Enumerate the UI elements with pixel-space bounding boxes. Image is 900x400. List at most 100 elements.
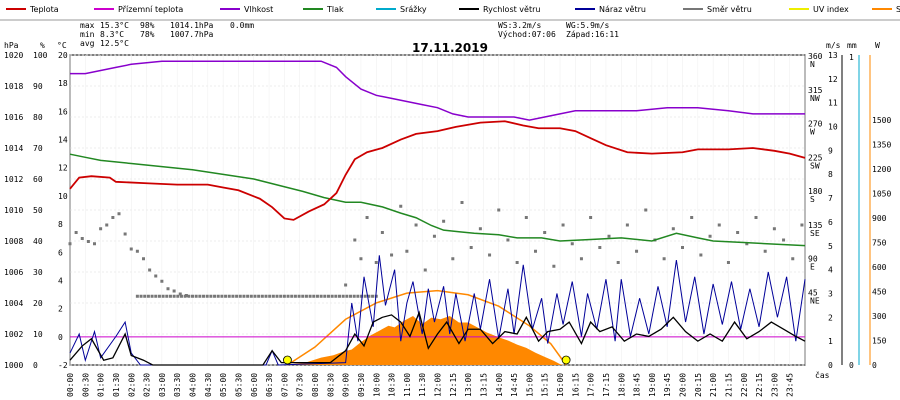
wind-dir-dot-68 xyxy=(772,227,776,231)
wind-dir-dot-63 xyxy=(726,261,730,264)
wind-dir-static-dot-29 xyxy=(242,294,246,298)
tick-x-10: 05:00 xyxy=(219,373,228,397)
wind-dir-static-dot-19 xyxy=(205,294,209,298)
tick-x-15: 07:30 xyxy=(296,373,305,397)
tick-degc-10: 18 xyxy=(58,79,68,88)
wind-dir-dot-66 xyxy=(754,216,758,219)
tick-pct-9: 90 xyxy=(33,82,43,91)
tick-ms-8: 8 xyxy=(828,170,833,179)
axis-unit-ms: m/s xyxy=(826,41,841,50)
tick-degc-5: 8 xyxy=(58,220,63,229)
wind-dir-dot-13 xyxy=(148,268,152,272)
wind-dir-static-dot-10 xyxy=(172,294,176,298)
tick-x-12: 06:00 xyxy=(250,373,259,397)
wind-dir-dot-42 xyxy=(534,249,537,253)
wind-dir-dot-7 xyxy=(111,216,115,219)
wind-dir-static-dot-4 xyxy=(150,294,154,298)
wind-dir-static-dot-46 xyxy=(304,294,308,298)
stat-sunset: Západ:16:11 xyxy=(566,30,619,39)
axis-unit-degc: °C xyxy=(57,41,67,50)
tick-hpa-1: 1002 xyxy=(4,330,23,339)
wind-dir-static-dot-49 xyxy=(315,294,319,298)
tick-hpa-9: 1018 xyxy=(4,82,23,91)
tick-wm2-0: 0 xyxy=(872,361,877,370)
wind-dir-dot-38 xyxy=(497,208,501,212)
legend-label-6: Náraz větru xyxy=(599,5,646,14)
wind-dir-dot-54 xyxy=(644,208,648,212)
x-axis-label: čas xyxy=(815,370,830,380)
wind-dir-dot-4 xyxy=(93,242,96,246)
wind-dir-static-dot-22 xyxy=(216,294,220,298)
tick-x-42: 21:00 xyxy=(709,373,718,397)
tick-x-5: 02:30 xyxy=(143,373,152,397)
tick-x-14: 07:00 xyxy=(280,373,289,397)
axis-unit-mm: mm xyxy=(847,41,857,50)
tick-ms-2: 2 xyxy=(828,313,833,322)
tick-hpa-0: 1000 xyxy=(4,361,23,370)
tick-degc-1: 0 xyxy=(58,333,63,342)
tick-dir-name-1: E xyxy=(810,263,815,272)
solar-max-line xyxy=(287,289,567,366)
wind-dir-static-dot-64 xyxy=(371,294,375,298)
tick-degc-2: 2 xyxy=(58,305,63,314)
tick-dir-name-7: N xyxy=(810,60,815,69)
tick-x-25: 12:15 xyxy=(449,373,458,397)
wind-dir-static-dot-34 xyxy=(260,294,264,298)
tick-dir-deg-7: 360 xyxy=(808,52,823,61)
wind-dir-dot-71 xyxy=(800,223,804,227)
tick-ms-10: 10 xyxy=(828,123,838,132)
wind-dir-static-dot-12 xyxy=(179,294,183,298)
axes: hPa1000100210041006100810101012101410161… xyxy=(4,41,891,397)
tick-hpa-5: 1010 xyxy=(4,206,23,215)
tick-x-21: 10:30 xyxy=(388,373,397,397)
wind-dir-static-dot-39 xyxy=(279,294,283,298)
wind-dir-dot-45 xyxy=(561,223,565,227)
tick-x-38: 19:00 xyxy=(648,373,657,397)
wind-dir-dot-44 xyxy=(552,264,556,268)
tick-pct-3: 30 xyxy=(33,268,43,277)
tick-x-20: 10:00 xyxy=(372,373,381,397)
tick-x-24: 12:00 xyxy=(434,373,443,397)
wind-dir-dot-62 xyxy=(717,223,721,227)
tick-dir-deg-6: 315 xyxy=(808,86,823,95)
axis-unit-wm2: W xyxy=(875,41,880,50)
wind-dir-dot-61 xyxy=(708,234,712,238)
wind-dir-dot-69 xyxy=(782,238,786,242)
tick-x-6: 03:00 xyxy=(158,373,167,397)
wind-dir-dot-60 xyxy=(699,253,703,257)
tick-hpa-8: 1016 xyxy=(4,113,23,122)
wind-dir-static-dot-0 xyxy=(135,294,139,298)
wind-dir-dot-3 xyxy=(86,240,90,243)
tick-x-17: 08:30 xyxy=(326,373,335,397)
wind-dir-dot-25 xyxy=(380,231,384,234)
tick-ms-7: 7 xyxy=(828,194,833,203)
wind-dir-dot-21 xyxy=(353,238,357,242)
chart-title: 17.11.2019 xyxy=(412,41,488,55)
tick-dir-deg-0: 45 xyxy=(808,288,818,297)
wind-dir-dot-53 xyxy=(635,249,639,253)
wind-dir-static-dot-17 xyxy=(198,294,202,298)
tick-x-19: 09:30 xyxy=(357,373,366,397)
wind-dir-static-dot-16 xyxy=(194,294,198,298)
tick-ms-6: 6 xyxy=(828,218,833,227)
tick-ms-4: 4 xyxy=(828,266,833,275)
wind-dir-dot-28 xyxy=(405,249,409,253)
tick-x-34: 17:00 xyxy=(587,373,596,397)
wind-dir-dot-65 xyxy=(745,242,749,246)
wind-dir-dot-64 xyxy=(736,231,740,234)
stat-0-2: 98% xyxy=(140,21,155,30)
tick-x-37: 18:45 xyxy=(633,373,642,397)
wind-dir-static-dot-51 xyxy=(323,294,327,298)
stat-2-1: 12.5°C xyxy=(100,39,129,48)
sun-marker-1 xyxy=(561,355,571,365)
wind-dir-dot-20 xyxy=(344,283,348,287)
tick-wm2-3: 450 xyxy=(872,288,887,297)
tick-hpa-7: 1014 xyxy=(4,144,23,153)
stat-0-4: 0.0mm xyxy=(230,21,254,30)
tick-x-22: 11:00 xyxy=(403,373,412,397)
stat-0-1: 15.3°C xyxy=(100,21,129,30)
wind-dir-static-dot-27 xyxy=(235,294,239,298)
wind-dir-static-dot-56 xyxy=(341,294,345,298)
wind-dir-static-dot-36 xyxy=(268,294,272,298)
wind-dir-dot-47 xyxy=(579,257,583,261)
